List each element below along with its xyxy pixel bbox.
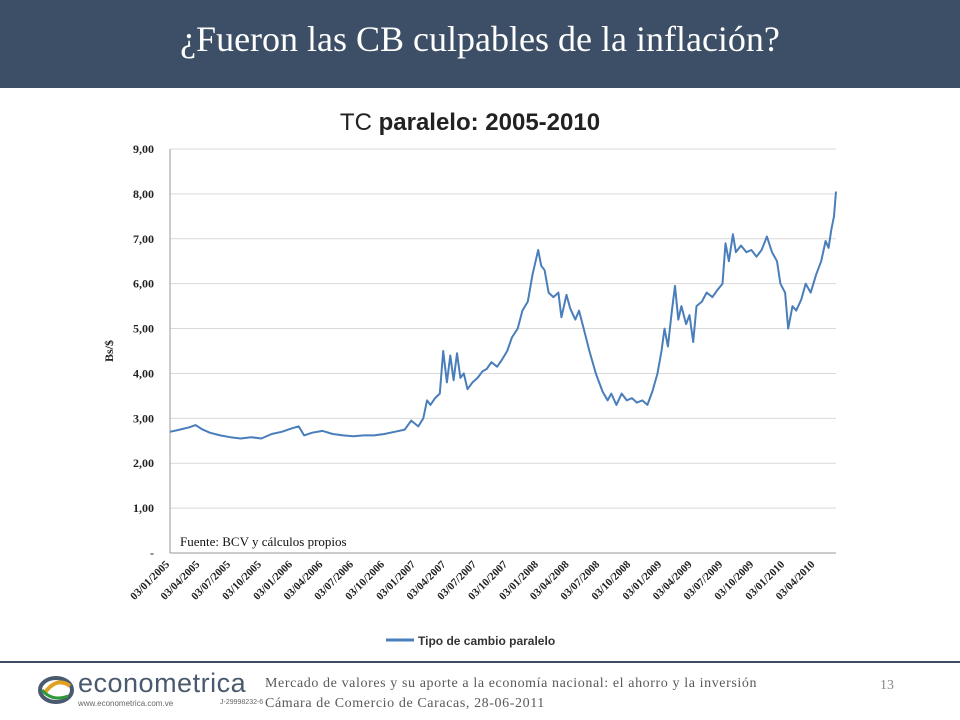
line-chart: TC paralelo: 2005-2010 - 1,00 2,00 3,00 4,00…	[102, 109, 837, 648]
y-tick-label: 6,00	[133, 277, 154, 291]
y-tick-label: 8,00	[133, 187, 154, 201]
y-tick-label: 1,00	[133, 501, 154, 515]
y-tick-label: 3,00	[133, 411, 154, 425]
y-tick-label: 4,00	[133, 366, 154, 380]
logo-rif: J-29998232-6	[220, 699, 264, 706]
slide-header: ¿Fueron las CB culpables de la inflación…	[0, 0, 960, 88]
legend-label: Tipo de cambio paralelo	[418, 634, 555, 648]
source-annotation: Fuente: BCV y cálculos propios	[180, 534, 347, 549]
logo-url: www.econometrica.com.ve	[78, 699, 174, 708]
y-tick-label: 9,00	[133, 142, 154, 156]
footer-divider	[0, 661, 960, 663]
econometrica-logo: econometrica www.econometrica.com.ve J-2…	[38, 668, 263, 714]
footer-text: Mercado de valores y su aporte a la econ…	[265, 674, 825, 714]
y-axis-ticks: - 1,00 2,00 3,00 4,00 5,00 6,00 7,00 8,00 9,00	[133, 142, 154, 560]
slide-title: ¿Fueron las CB culpables de la inflación…	[180, 19, 780, 59]
chart-title: TC paralelo: 2005-2010	[340, 109, 600, 136]
y-tick-label: 5,00	[133, 322, 154, 336]
footer-line-1: Mercado de valores y su aporte a la econ…	[265, 676, 758, 691]
page-number: 13	[880, 678, 894, 693]
y-tick-label: -	[150, 546, 154, 560]
series-line-tipo-de-cambio-paralelo	[169, 191, 837, 440]
logo-swirl-icon	[38, 676, 74, 704]
y-tick-label: 2,00	[133, 456, 154, 470]
y-tick-label: 7,00	[133, 232, 154, 246]
footer-line-2: Cámara de Comercio de Caracas, 28-06-201…	[265, 696, 545, 711]
logo-name: econometrica	[78, 668, 247, 698]
gridlines	[169, 148, 836, 554]
y-axis-label: Bs/$	[102, 340, 116, 362]
x-axis-ticks: 03/01/200503/04/200503/07/200503/10/2005…	[128, 558, 818, 602]
